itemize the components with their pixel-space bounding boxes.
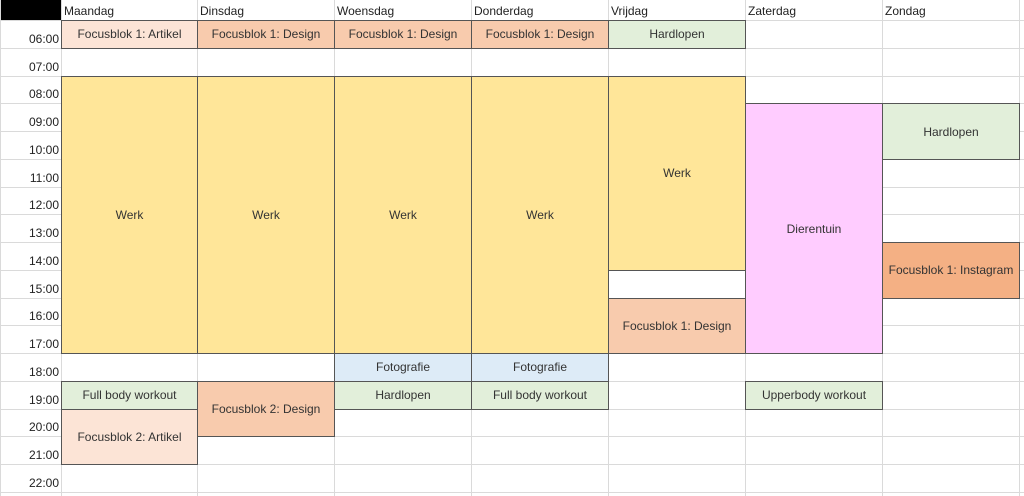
event-label: Full body workout bbox=[82, 388, 177, 403]
event-label: Werk bbox=[526, 207, 554, 222]
time-label: 18:00 bbox=[28, 364, 59, 379]
event-block[interactable]: Focusblok 1: Artikel bbox=[61, 20, 198, 49]
event-label: Hardlopen bbox=[923, 124, 979, 139]
event-block[interactable]: Focusblok 2: Design bbox=[197, 380, 335, 438]
event-label: Fotografie bbox=[512, 360, 568, 375]
event-block[interactable]: Werk bbox=[334, 75, 472, 354]
time-label: 14:00 bbox=[28, 253, 59, 268]
time-label: 07:00 bbox=[28, 59, 59, 74]
event-label: Werk bbox=[115, 207, 144, 222]
event-block[interactable]: Focusblok 1: Design bbox=[471, 20, 609, 49]
event-label: Dierentuin bbox=[786, 221, 842, 236]
event-block[interactable]: Werk bbox=[608, 75, 746, 271]
event-label: Focusblok 1: Design bbox=[622, 318, 732, 333]
event-block[interactable]: Focusblok 1: Design bbox=[197, 20, 335, 49]
event-label: Focusblok 2: Design bbox=[211, 402, 321, 416]
event-block[interactable]: Fotografie bbox=[334, 353, 472, 382]
event-label: Focusblok 2: Artikel bbox=[77, 429, 182, 444]
event-block[interactable]: Hardlopen bbox=[334, 380, 472, 410]
event-block[interactable]: Upperbody workout bbox=[745, 380, 883, 410]
time-label: 21:00 bbox=[28, 448, 59, 462]
column-header-donderdag[interactable]: Donderdag bbox=[474, 4, 534, 18]
time-label: 06:00 bbox=[28, 31, 59, 46]
event-label: Focusblok 1: Instagram bbox=[888, 263, 1014, 278]
time-label: 10:00 bbox=[28, 142, 59, 157]
time-label: 22:00 bbox=[28, 475, 59, 490]
event-block[interactable]: Fotografie bbox=[471, 353, 609, 382]
grid-line-horizontal bbox=[0, 464, 1024, 465]
event-block[interactable]: Full body workout bbox=[471, 380, 609, 410]
time-label: 13:00 bbox=[28, 226, 59, 240]
column-header-vrijdag[interactable]: Vrijdag bbox=[611, 4, 648, 18]
event-block[interactable]: Dierentuin bbox=[745, 103, 883, 354]
event-block[interactable]: Focusblok 2: Artikel bbox=[61, 408, 198, 465]
event-label: Focusblok 1: Design bbox=[211, 27, 321, 42]
time-label: 17:00 bbox=[28, 337, 59, 351]
grid-line-vertical bbox=[0, 0, 1, 496]
event-label: Full body workout bbox=[492, 388, 588, 403]
time-label: 16:00 bbox=[28, 309, 59, 324]
column-header-woensdag[interactable]: Woensdag bbox=[337, 4, 395, 18]
column-header-zaterdag[interactable]: Zaterdag bbox=[748, 4, 797, 18]
column-header-maandag[interactable]: Maandag bbox=[64, 4, 115, 18]
time-label: 08:00 bbox=[28, 87, 59, 102]
time-label: 19:00 bbox=[28, 392, 59, 407]
grid-line-horizontal bbox=[0, 491, 1024, 493]
event-label: Werk bbox=[663, 166, 691, 181]
time-label: 20:00 bbox=[28, 420, 59, 435]
event-label: Werk bbox=[389, 207, 417, 222]
event-block[interactable]: Werk bbox=[197, 75, 335, 354]
select-all-corner[interactable] bbox=[0, 0, 61, 20]
event-block[interactable]: Focusblok 1: Design bbox=[334, 20, 472, 49]
event-block[interactable]: Focusblok 1: Instagram bbox=[882, 242, 1020, 299]
event-block[interactable]: Full body workout bbox=[61, 380, 198, 410]
event-label: Werk bbox=[252, 207, 280, 222]
event-label: Focusblok 1: Artikel bbox=[77, 27, 182, 42]
event-label: Fotografie bbox=[375, 360, 431, 375]
event-label: Hardlopen bbox=[375, 388, 431, 403]
event-block[interactable]: Hardlopen bbox=[882, 103, 1020, 160]
column-header-dinsdag[interactable]: Dinsdag bbox=[200, 4, 245, 18]
time-label: 12:00 bbox=[28, 198, 59, 213]
event-label: Hardlopen bbox=[649, 27, 705, 42]
column-header-zondag[interactable]: Zondag bbox=[885, 4, 926, 18]
event-label: Focusblok 1: Design bbox=[348, 27, 458, 42]
event-block[interactable]: Focusblok 1: Design bbox=[608, 297, 746, 354]
event-label: Focusblok 1: Design bbox=[485, 27, 595, 42]
grid-line-horizontal bbox=[0, 436, 1024, 438]
event-label: Upperbody workout bbox=[761, 388, 867, 403]
time-label: 11:00 bbox=[29, 170, 59, 185]
event-block[interactable]: Werk bbox=[61, 75, 198, 354]
event-block[interactable]: Hardlopen bbox=[608, 20, 746, 49]
time-label: 15:00 bbox=[28, 281, 59, 296]
time-label: 09:00 bbox=[28, 115, 59, 129]
event-block[interactable]: Werk bbox=[471, 75, 609, 354]
